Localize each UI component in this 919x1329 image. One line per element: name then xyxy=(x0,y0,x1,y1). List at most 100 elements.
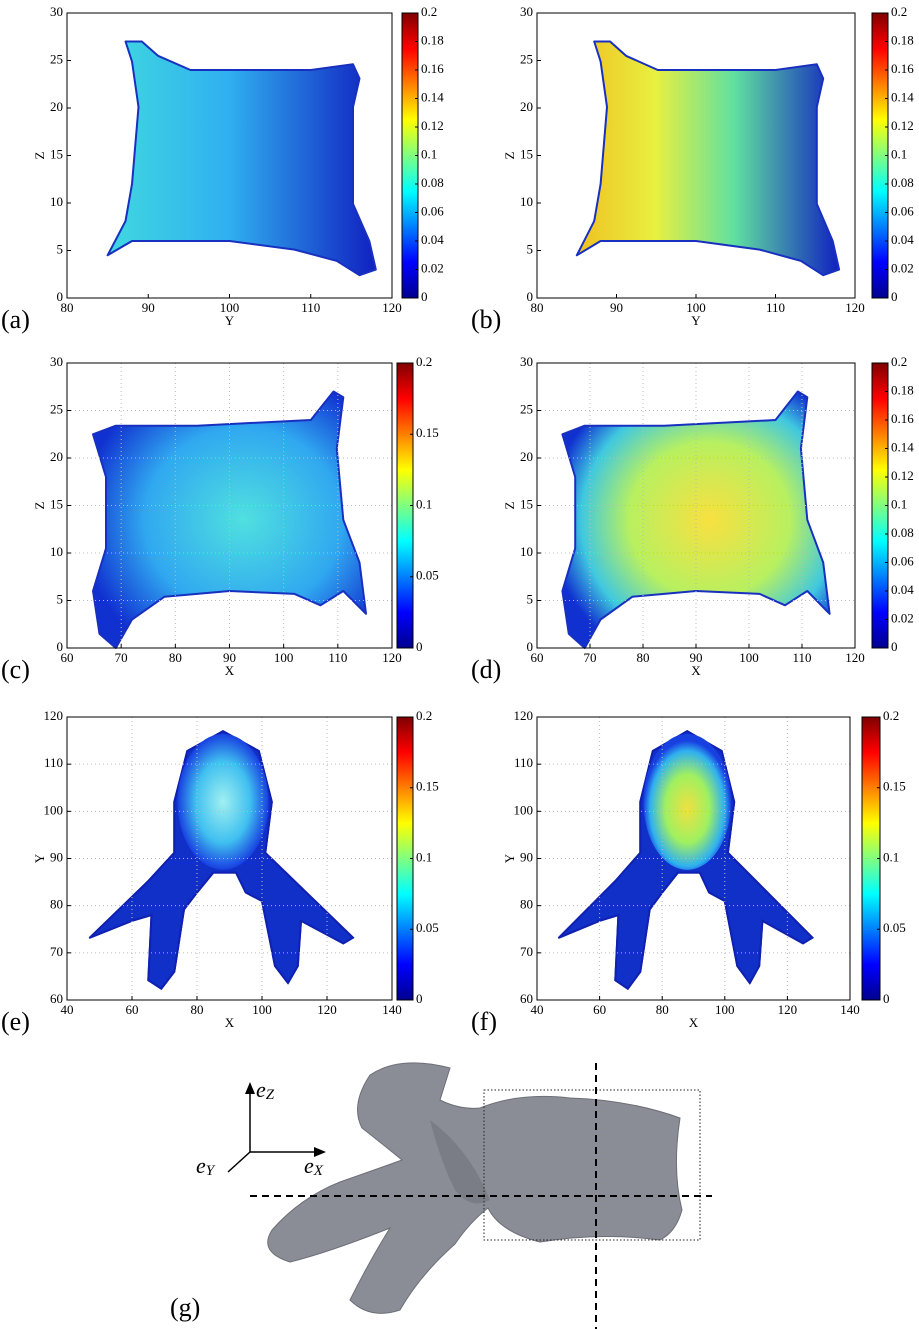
y-tick-label: 25 xyxy=(520,51,533,66)
axis-sub: Z xyxy=(266,1087,275,1103)
colorbar-tick-label: 0 xyxy=(883,991,890,1006)
y-axis-label: Z xyxy=(32,501,47,509)
colorbar-tick-label: 0.06 xyxy=(421,203,444,218)
colorbar-tick-label: 0.1 xyxy=(416,496,432,511)
x-tick-label: 40 xyxy=(531,1002,544,1017)
x-axis-label: Y xyxy=(225,313,235,328)
y-tick-label: 30 xyxy=(50,4,63,19)
y-axis-label: Y xyxy=(32,853,47,863)
y-tick-label: 10 xyxy=(50,544,63,559)
y-tick-label: 20 xyxy=(50,449,63,464)
axis-base: e xyxy=(196,1153,206,1178)
plot-frame xyxy=(66,12,393,299)
y-tick-label: 15 xyxy=(50,496,63,511)
colorbar-tick-label: 0.06 xyxy=(891,553,914,568)
x-axis-label: X xyxy=(689,1015,699,1030)
plot-frame xyxy=(66,716,393,1001)
colorbar-tick-label: 0.08 xyxy=(421,175,444,190)
colorbar-tick-label: 0.2 xyxy=(891,354,907,369)
axis-arrow xyxy=(227,1151,251,1173)
panel-label: (g) xyxy=(170,1293,200,1322)
arrow-head xyxy=(245,1082,326,1157)
scatter-panel: 40 60 80 100 120 14060708090100110120XY(e)00.… xyxy=(1,708,439,1036)
y-tick-label: 90 xyxy=(520,849,533,864)
colorbar-tick-label: 0.16 xyxy=(891,61,914,76)
x-tick-label: 120 xyxy=(845,300,865,315)
y-tick-label: 70 xyxy=(520,944,533,959)
y-axis-label: Z xyxy=(502,151,517,159)
colorbar-tick-label: 0.05 xyxy=(416,568,439,583)
panel-label: (a) xyxy=(1,305,30,334)
colorbar-tick-label: 0.02 xyxy=(891,260,914,275)
x-tick-label: 100 xyxy=(739,650,759,665)
panel-label: (e) xyxy=(1,1007,30,1036)
y-tick-label: 5 xyxy=(57,241,64,256)
colorbar-tick-label: 0 xyxy=(891,639,898,654)
x-tick-label: 70 xyxy=(115,650,128,665)
y-axis-label: Z xyxy=(32,151,47,159)
colorbar-tick-label: 0.14 xyxy=(421,89,444,104)
x-tick-label: 120 xyxy=(778,1002,798,1017)
axis-sub: X xyxy=(313,1163,324,1179)
x-tick-label: 110 xyxy=(328,650,347,665)
y-tick-label: 100 xyxy=(44,802,64,817)
y-tick-label: 10 xyxy=(50,194,63,209)
x-tick-label: 120 xyxy=(317,1002,337,1017)
y-tick-label: 120 xyxy=(44,708,64,723)
x-axis-label: X xyxy=(225,1015,235,1030)
colorbar-tick-label: 0.2 xyxy=(891,4,907,19)
colorbar-tick-label: 0.16 xyxy=(421,61,444,76)
x-tick-label: 80 xyxy=(656,1002,669,1017)
y-tick-label: 15 xyxy=(520,496,533,511)
colorbar-tick-label: 0.2 xyxy=(416,354,432,369)
charts: 80 90 100 110 120051015202530YZ(a)00.020.040… xyxy=(1,4,914,1036)
scatter-panel: 80 90 100 110 120 0 5 10 15 20 25 30 Y Z (b) 0 0.02 0.04 0… xyxy=(471,4,914,334)
y-tick-label: 5 xyxy=(527,241,534,256)
colorbar-tick-label: 0.06 xyxy=(891,203,914,218)
x-tick-label: 90 xyxy=(142,300,155,315)
colorbar-tick-label: 0.1 xyxy=(891,496,907,511)
colorbar-tick-label: 0.18 xyxy=(421,32,444,47)
colorbar-tick-label: 0.18 xyxy=(891,32,914,47)
x-tick-label: 60 xyxy=(531,650,544,665)
y-tick-label: 20 xyxy=(50,99,63,114)
panel-label: (c) xyxy=(1,655,30,684)
scatter-panel: 60 70 80 90 100 110 120 0 5 10 15 20 25 30 X Z (d) 0 0.02 0… xyxy=(471,354,914,684)
x-axis-label: X xyxy=(225,663,235,678)
x-tick-label: 80 xyxy=(61,300,74,315)
colorbar-tick-label: 0.1 xyxy=(891,146,907,161)
colorbar-tick-label: 0.08 xyxy=(891,525,914,540)
x-tick-label: 110 xyxy=(301,300,320,315)
x-axis-label: Y xyxy=(691,313,701,328)
point-cloud-body xyxy=(177,733,269,870)
plot-frame xyxy=(536,716,851,1001)
colorbar-tick-label: 0.05 xyxy=(883,920,906,935)
y-tick-label: 90 xyxy=(50,849,63,864)
colorbar-tick-label: 0.08 xyxy=(891,175,914,190)
colorbar-tick-label: 0.04 xyxy=(891,232,914,247)
x-tick-label: 120 xyxy=(382,650,402,665)
colorbar-tick-label: 0.04 xyxy=(891,582,914,597)
x-tick-label: 120 xyxy=(382,300,402,315)
x-tick-label: 40 xyxy=(61,1002,74,1017)
colorbar-tick-label: 0.1 xyxy=(416,849,432,864)
colorbar-tick-label: 0.15 xyxy=(416,779,439,794)
y-tick-label: 30 xyxy=(50,354,63,369)
colorbar-tick-label: 0 xyxy=(416,639,423,654)
colorbar-tick-label: 0.02 xyxy=(421,260,444,275)
y-tick-label: 30 xyxy=(520,4,533,19)
colorbar-tick-label: 0.15 xyxy=(416,425,439,440)
plot-frame xyxy=(536,12,856,299)
y-tick-label: 10 xyxy=(520,544,533,559)
y-tick-label: 10 xyxy=(520,194,533,209)
x-tick-label: 140 xyxy=(382,1002,402,1017)
colorbar-tick-label: 0 xyxy=(421,289,428,304)
y-tick-label: 25 xyxy=(520,401,533,416)
y-tick-label: 20 xyxy=(520,99,533,114)
vertebra-shade xyxy=(430,1120,490,1204)
vertebra-render: eZ eY eX (g) xyxy=(170,1062,712,1329)
x-tick-label: 90 xyxy=(223,650,236,665)
y-tick-label: 110 xyxy=(514,755,533,770)
y-tick-label: 0 xyxy=(57,639,64,654)
x-tick-label: 100 xyxy=(715,1002,735,1017)
